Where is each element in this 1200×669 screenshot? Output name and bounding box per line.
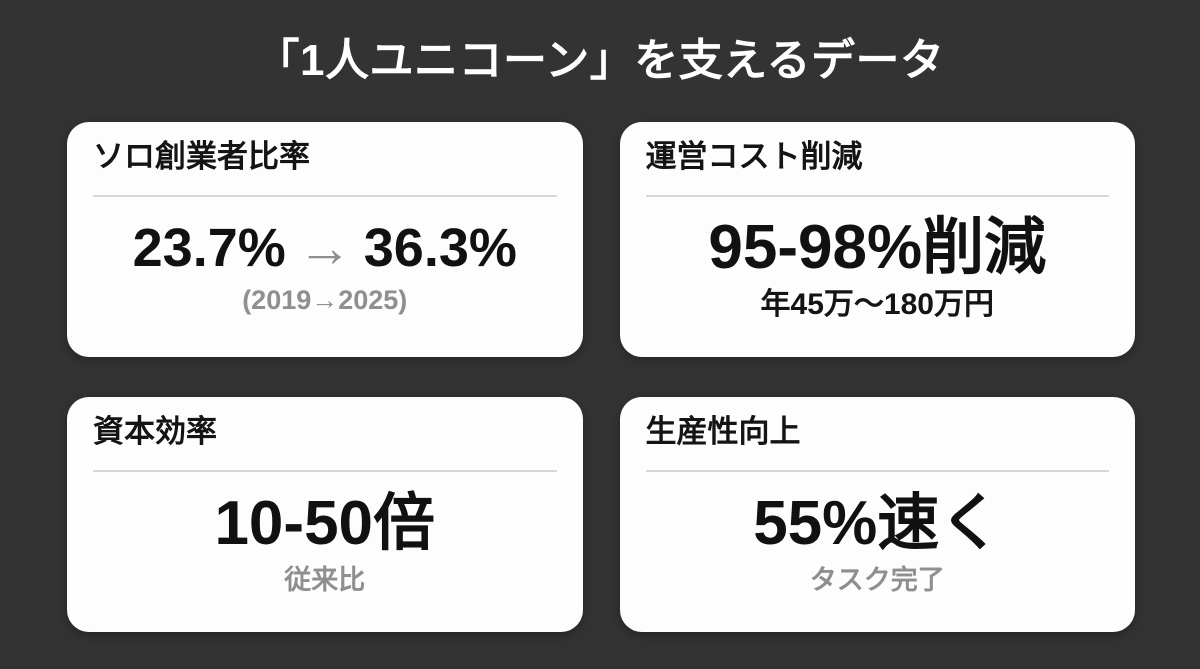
slide-title: 「1人ユニコーン」を支えるデータ <box>255 36 945 85</box>
card-divider <box>93 469 557 472</box>
card-header: 生産性向上 <box>645 414 801 449</box>
card-value: 55%速く <box>753 488 1002 558</box>
card-value: 95-98%削減 <box>708 212 1047 282</box>
card-body: 95-98%削減 年45万〜180万円 <box>646 197 1110 339</box>
card-header: ソロ創業者比率 <box>93 139 310 174</box>
value-from: 23.7% <box>132 217 286 278</box>
card-body: 23.7% → 36.3% (2019→2025) <box>93 197 557 339</box>
card-divider <box>645 194 1109 197</box>
card-subtext: 年45万〜180万円 <box>760 288 994 322</box>
card-value: 10-50倍 <box>214 488 436 558</box>
stat-cards-grid: ソロ創業者比率 23.7% → 36.3% (2019→2025) 運営コスト削減 … <box>67 122 1135 632</box>
arrow-right-icon: → <box>297 217 352 278</box>
card-header: 資本効率 <box>93 414 217 449</box>
card-body: 10-50倍 従来比 <box>93 472 557 614</box>
stat-card-solo-founder-ratio: ソロ創業者比率 23.7% → 36.3% (2019→2025) <box>67 122 583 357</box>
stat-card-operating-cost-reduction: 運営コスト削減 95-98%削減 年45万〜180万円 <box>619 122 1135 357</box>
card-divider <box>93 194 557 197</box>
card-body: 55%速く タスク完了 <box>646 472 1110 614</box>
stat-card-productivity-gain: 生産性向上 55%速く タスク完了 <box>619 397 1135 632</box>
card-subtext: (2019→2025) <box>242 285 408 316</box>
card-value: 23.7% → 36.3% <box>132 217 517 278</box>
card-divider <box>645 469 1109 472</box>
card-subtext: タスク完了 <box>809 564 945 595</box>
value-to: 36.3% <box>363 217 517 278</box>
card-subtext: 従来比 <box>284 564 366 595</box>
stat-card-capital-efficiency: 資本効率 10-50倍 従来比 <box>67 397 583 632</box>
card-header: 運営コスト削減 <box>645 139 863 174</box>
